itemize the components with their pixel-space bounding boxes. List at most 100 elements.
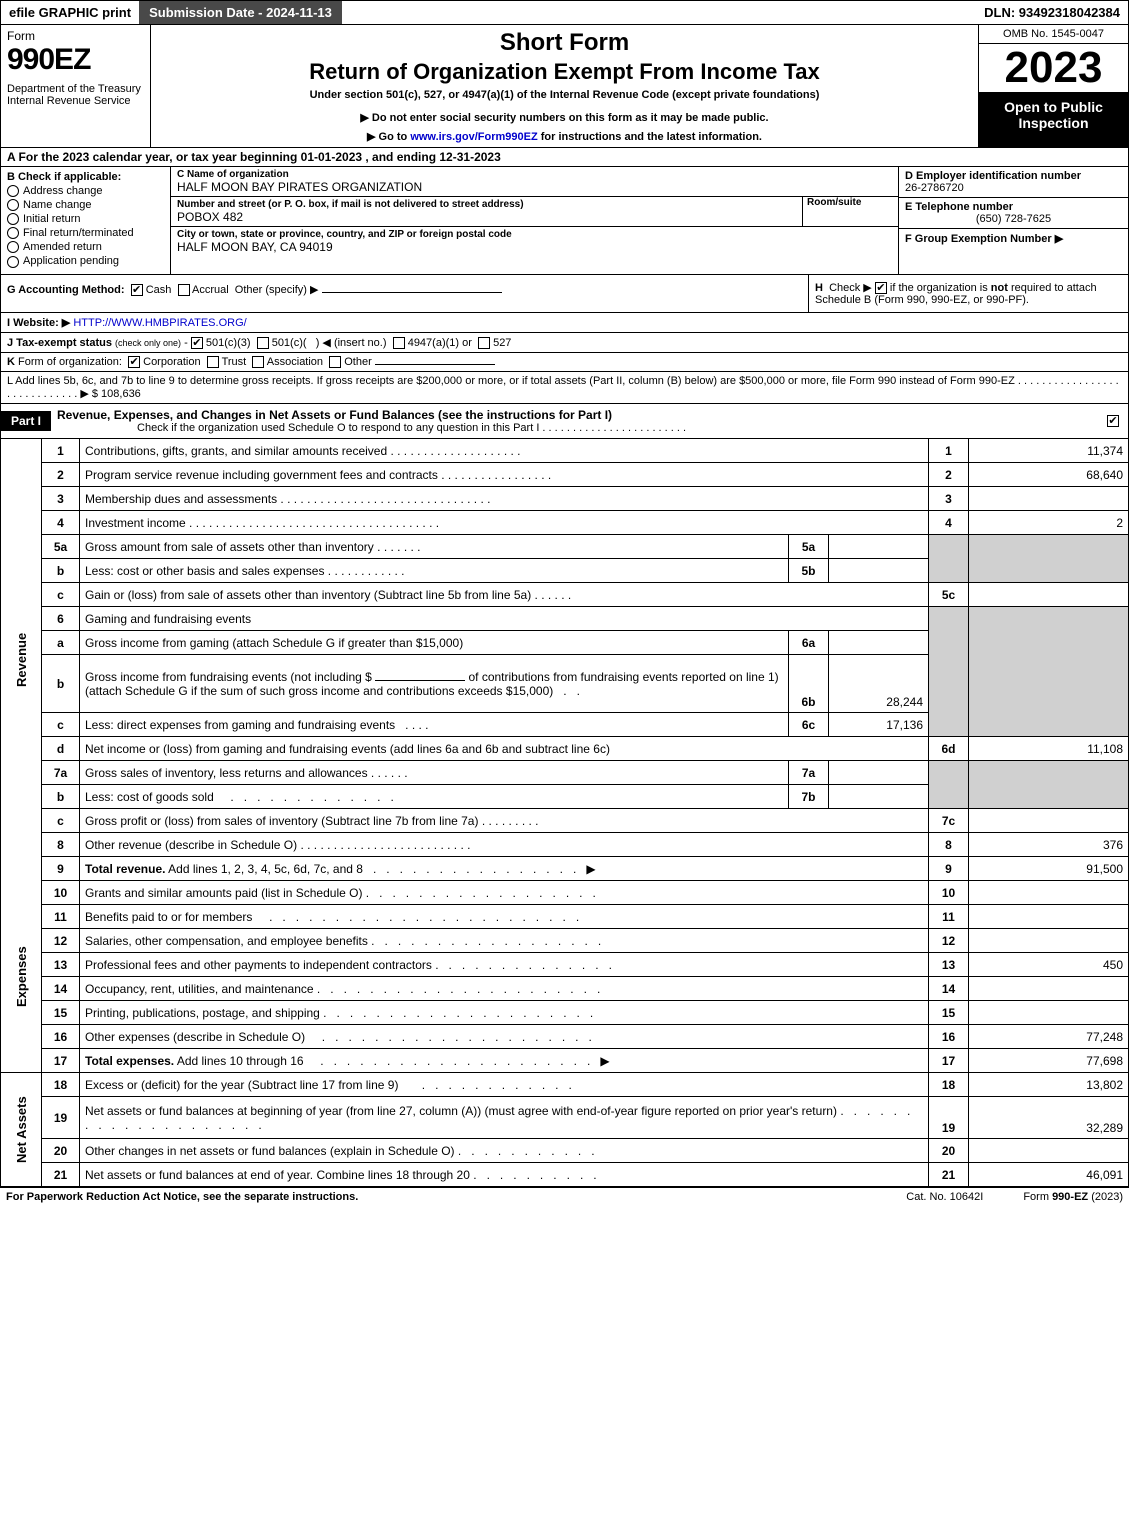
sv-7b bbox=[829, 785, 929, 809]
nc-17: 17 bbox=[929, 1049, 969, 1073]
amt-12 bbox=[969, 929, 1129, 953]
header-right: OMB No. 1545-0047 2023 Open to Public In… bbox=[978, 25, 1128, 147]
ln-7c: c bbox=[42, 809, 80, 833]
row-k-org-form: K Form of organization: Corporation Trus… bbox=[0, 353, 1129, 372]
amt-14 bbox=[969, 977, 1129, 1001]
part-i-table: Revenue 1 Contributions, gifts, grants, … bbox=[0, 439, 1129, 1188]
nc-9: 9 bbox=[929, 857, 969, 881]
ln-5a: 5a bbox=[42, 535, 80, 559]
cb-corp[interactable] bbox=[128, 356, 140, 368]
ln-2: 2 bbox=[42, 463, 80, 487]
ln-8: 8 bbox=[42, 833, 80, 857]
ein-value: 26-2786720 bbox=[905, 182, 1122, 194]
cb-501c3[interactable] bbox=[191, 337, 203, 349]
cb-accrual[interactable] bbox=[178, 284, 190, 296]
org-city: HALF MOON BAY, CA 94019 bbox=[177, 240, 892, 254]
form-number: 990EZ bbox=[7, 43, 144, 77]
form-word: Form bbox=[7, 29, 144, 43]
cb-4947[interactable] bbox=[393, 337, 405, 349]
submission-date: Submission Date - 2024-11-13 bbox=[139, 1, 342, 24]
sv-7a bbox=[829, 761, 929, 785]
cb-label-4: Amended return bbox=[23, 241, 102, 253]
h-schedule-b: H Check ▶ if the organization is not req… bbox=[808, 275, 1128, 312]
open-inspection: Open to Public Inspection bbox=[979, 93, 1128, 147]
d-3: Membership dues and assessments bbox=[85, 492, 277, 506]
c-name-label: C Name of organization bbox=[177, 169, 892, 180]
cb-amended-return[interactable] bbox=[7, 241, 19, 253]
sv-6a bbox=[829, 631, 929, 655]
d-4: Investment income bbox=[85, 516, 186, 530]
sl-6c: 6c bbox=[789, 713, 829, 737]
row-g-h: G Accounting Method: Cash Accrual Other … bbox=[0, 275, 1129, 313]
sl-5a: 5a bbox=[789, 535, 829, 559]
block-b-to-f: B Check if applicable: Address change Na… bbox=[0, 167, 1129, 275]
nc-6d: 6d bbox=[929, 737, 969, 761]
cb-other-org[interactable] bbox=[329, 356, 341, 368]
cb-application-pending[interactable] bbox=[7, 256, 19, 268]
nc-12: 12 bbox=[929, 929, 969, 953]
nc-10: 10 bbox=[929, 881, 969, 905]
ln-6: 6 bbox=[42, 607, 80, 631]
under-section: Under section 501(c), 527, or 4947(a)(1)… bbox=[159, 89, 970, 101]
cb-label-5: Application pending bbox=[23, 255, 119, 267]
cb-address-change[interactable] bbox=[7, 185, 19, 197]
cb-501c[interactable] bbox=[257, 337, 269, 349]
donot-note: ▶ Do not enter social security numbers o… bbox=[159, 111, 970, 124]
cb-assoc[interactable] bbox=[252, 356, 264, 368]
ln-1: 1 bbox=[42, 439, 80, 463]
ln-19: 19 bbox=[42, 1097, 80, 1139]
cb-trust[interactable] bbox=[207, 356, 219, 368]
d-12: Salaries, other compensation, and employ… bbox=[85, 934, 368, 948]
cb-schedule-b[interactable] bbox=[875, 282, 887, 294]
ln-7a: 7a bbox=[42, 761, 80, 785]
amt-1: 11,374 bbox=[969, 439, 1129, 463]
accrual-label: Accrual bbox=[192, 284, 229, 296]
sl-7b: 7b bbox=[789, 785, 829, 809]
row-i-website: I Website: ▶ HTTP://WWW.HMBPIRATES.ORG/ bbox=[0, 313, 1129, 333]
ln-17: 17 bbox=[42, 1049, 80, 1073]
cb-schedule-o-part1[interactable] bbox=[1107, 415, 1119, 427]
nc-19: 19 bbox=[929, 1097, 969, 1139]
cb-final-return[interactable] bbox=[7, 227, 19, 239]
cb-label-3: Final return/terminated bbox=[23, 227, 134, 239]
irs-link[interactable]: www.irs.gov/Form990EZ bbox=[410, 131, 537, 143]
top-bar: efile GRAPHIC print Submission Date - 20… bbox=[0, 0, 1129, 25]
d-6c: Less: direct expenses from gaming and fu… bbox=[85, 718, 395, 732]
col-d-ids: D Employer identification number 26-2786… bbox=[898, 167, 1128, 274]
cb-cash[interactable] bbox=[131, 284, 143, 296]
d-6b: Gross income from fundraising events (no… bbox=[85, 670, 779, 698]
ln-7b: b bbox=[42, 785, 80, 809]
ln-12: 12 bbox=[42, 929, 80, 953]
d-7c: Gross profit or (loss) from sales of inv… bbox=[85, 814, 478, 828]
nc-7c: 7c bbox=[929, 809, 969, 833]
efile-label[interactable]: efile GRAPHIC print bbox=[1, 2, 139, 23]
d-18: Excess or (deficit) for the year (Subtra… bbox=[85, 1078, 398, 1092]
nc-11: 11 bbox=[929, 905, 969, 929]
d-2: Program service revenue including govern… bbox=[85, 468, 438, 482]
dept-label: Department of the Treasury Internal Reve… bbox=[7, 83, 144, 107]
ln-6b: b bbox=[42, 655, 80, 713]
side-netassets: Net Assets bbox=[1, 1073, 42, 1187]
cb-name-change[interactable] bbox=[7, 199, 19, 211]
sl-6b: 6b bbox=[789, 655, 829, 713]
d-21: Net assets or fund balances at end of ye… bbox=[85, 1168, 470, 1182]
amt-18: 13,802 bbox=[969, 1073, 1129, 1097]
ln-6d: d bbox=[42, 737, 80, 761]
d-6d: Net income or (loss) from gaming and fun… bbox=[80, 737, 929, 761]
amt-15 bbox=[969, 1001, 1129, 1025]
goto-note: ▶ Go to www.irs.gov/Form990EZ for instru… bbox=[159, 130, 970, 143]
cb-527[interactable] bbox=[478, 337, 490, 349]
website-link[interactable]: HTTP://WWW.HMBPIRATES.ORG/ bbox=[73, 317, 246, 329]
ln-6c: c bbox=[42, 713, 80, 737]
d-20: Other changes in net assets or fund bala… bbox=[85, 1144, 455, 1158]
amt-16: 77,248 bbox=[969, 1025, 1129, 1049]
amt-6d: 11,108 bbox=[969, 737, 1129, 761]
cb-label-1: Name change bbox=[23, 199, 92, 211]
d-13: Professional fees and other payments to … bbox=[85, 958, 432, 972]
cb-initial-return[interactable] bbox=[7, 213, 19, 225]
ln-15: 15 bbox=[42, 1001, 80, 1025]
sv-5a bbox=[829, 535, 929, 559]
tel-label: E Telephone number bbox=[905, 201, 1122, 213]
ln-21: 21 bbox=[42, 1163, 80, 1187]
nc-21: 21 bbox=[929, 1163, 969, 1187]
